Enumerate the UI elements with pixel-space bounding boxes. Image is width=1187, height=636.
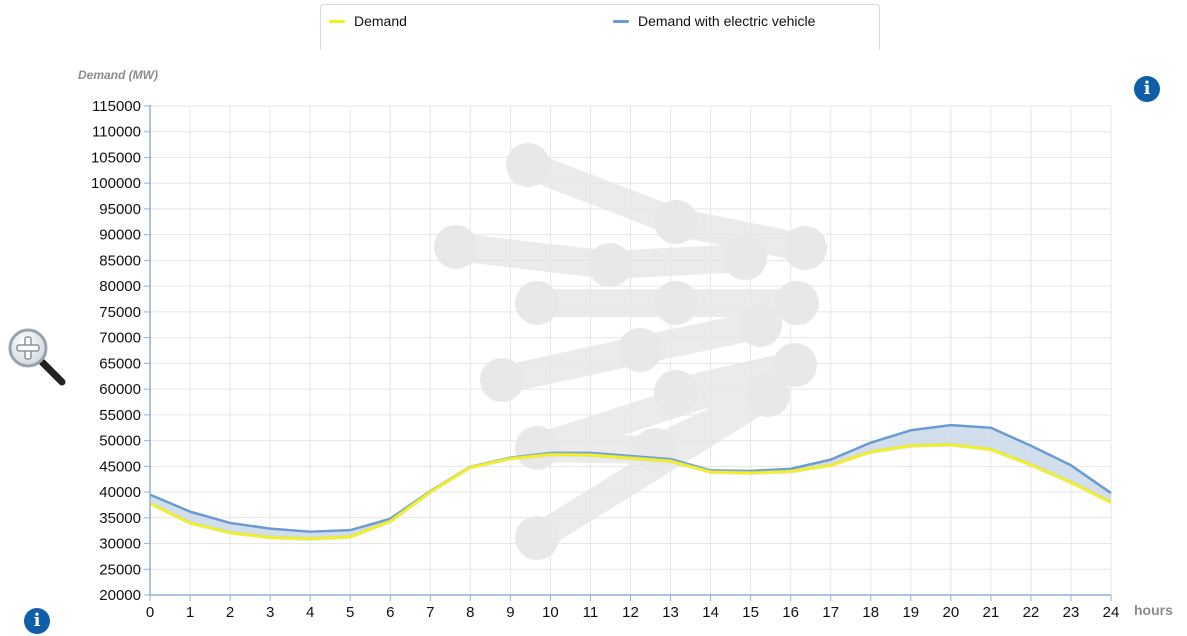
chart-legend: Demand Demand with electric vehicle <box>320 4 880 50</box>
y-tick-label: 40000 <box>99 484 141 501</box>
y-tick-label: 100000 <box>91 175 141 192</box>
y-tick-label: 95000 <box>99 201 141 218</box>
x-tick-label: 16 <box>782 604 799 621</box>
watermark-dot <box>588 243 632 287</box>
watermark-stroke <box>514 151 690 236</box>
watermark-dot <box>515 516 559 560</box>
x-tick-label: 15 <box>742 604 759 621</box>
y-tick-label: 105000 <box>91 149 141 166</box>
x-tick-label: 12 <box>622 604 639 621</box>
x-tick-label: 0 <box>146 604 154 621</box>
chart-series <box>149 423 1112 541</box>
x-tick-label: 14 <box>702 604 719 621</box>
x-axis-label: hours <box>1134 602 1173 618</box>
x-tick-label: 2 <box>226 604 234 621</box>
chart-grid <box>149 105 1112 596</box>
watermark-dot <box>515 426 559 470</box>
x-tick-label: 7 <box>426 604 434 621</box>
y-tick-label: 90000 <box>99 227 141 244</box>
watermark-dot <box>654 200 698 244</box>
x-tick-label: 1 <box>186 604 194 621</box>
x-tick-label: 3 <box>266 604 274 621</box>
y-tick-label: 30000 <box>99 536 141 553</box>
x-tick-label: 5 <box>346 604 354 621</box>
y-tick-label: 60000 <box>99 381 141 398</box>
x-tick-label: 24 <box>1103 604 1120 621</box>
watermark-stroke <box>442 233 624 279</box>
y-axis-label: Demand (MW) <box>78 68 158 82</box>
x-tick-label: 23 <box>1063 604 1080 621</box>
y-tick-label: 110000 <box>92 124 141 141</box>
x-tick-label: 20 <box>942 604 959 621</box>
legend-label-demand: Demand <box>354 13 407 29</box>
watermark-dot <box>654 370 698 414</box>
legend-swatch-demand-ev <box>613 19 629 23</box>
watermark-dot <box>480 358 524 402</box>
watermark-dot <box>506 143 550 187</box>
legend-item-demand[interactable]: Demand <box>329 13 407 29</box>
watermark-dot <box>775 281 819 325</box>
x-tick-label: 8 <box>466 604 474 621</box>
magnifier-zoom-in-icon[interactable] <box>6 326 68 388</box>
x-tick-label: 4 <box>306 604 314 621</box>
y-tick-label: 25000 <box>99 561 141 578</box>
watermark-dot <box>434 225 478 269</box>
x-tick-label: 6 <box>386 604 394 621</box>
y-tick-label: 20000 <box>99 587 141 604</box>
y-tick-label: 75000 <box>99 304 141 321</box>
x-tick-label: 22 <box>1023 604 1040 621</box>
x-tick-label: 21 <box>983 604 1000 621</box>
legend-label-demand-ev: Demand with electric vehicle <box>638 13 816 29</box>
watermark-dot <box>783 226 827 270</box>
info-icon[interactable]: i <box>1134 76 1160 102</box>
info-icon[interactable]: i <box>24 608 50 634</box>
watermark-stroke <box>596 244 759 279</box>
ev-extra-demand-band <box>150 425 1111 539</box>
x-tick-label: 18 <box>862 604 879 621</box>
watermark-dot <box>654 281 698 325</box>
watermark-dot <box>618 328 662 372</box>
x-tick-label: 17 <box>822 604 839 621</box>
legend-swatch-demand <box>329 19 345 23</box>
y-tick-label: 45000 <box>99 458 141 475</box>
watermark-dot <box>515 281 559 325</box>
y-tick-label: 65000 <box>99 355 141 372</box>
watermark-dot <box>738 303 782 347</box>
y-tick-label: 85000 <box>99 252 141 269</box>
y-tick-label: 55000 <box>99 407 141 424</box>
watermark-stroke <box>488 336 654 394</box>
y-tick-label: 50000 <box>99 433 141 450</box>
y-tick-label: 70000 <box>99 330 141 347</box>
chart-ticks: 20000 25000 30000 35000 40000 45000 50000 55000… <box>91 98 1119 621</box>
y-tick-label: 35000 <box>99 510 141 527</box>
x-tick-label: 10 <box>542 604 559 621</box>
y-tick-label: 115000 <box>92 98 141 115</box>
x-tick-label: 13 <box>662 604 679 621</box>
x-tick-label: 11 <box>583 604 599 621</box>
watermark-dot <box>773 343 817 387</box>
y-tick-label: 80000 <box>99 278 141 295</box>
x-tick-label: 19 <box>902 604 919 621</box>
series-line-demand[interactable] <box>149 443 1112 541</box>
x-tick-label: 9 <box>506 604 514 621</box>
legend-item-demand-ev[interactable]: Demand with electric vehicle <box>613 13 815 29</box>
watermark-dot <box>746 373 790 417</box>
watermark-dot <box>723 236 767 280</box>
series-line-demand-ev[interactable] <box>149 423 1112 533</box>
